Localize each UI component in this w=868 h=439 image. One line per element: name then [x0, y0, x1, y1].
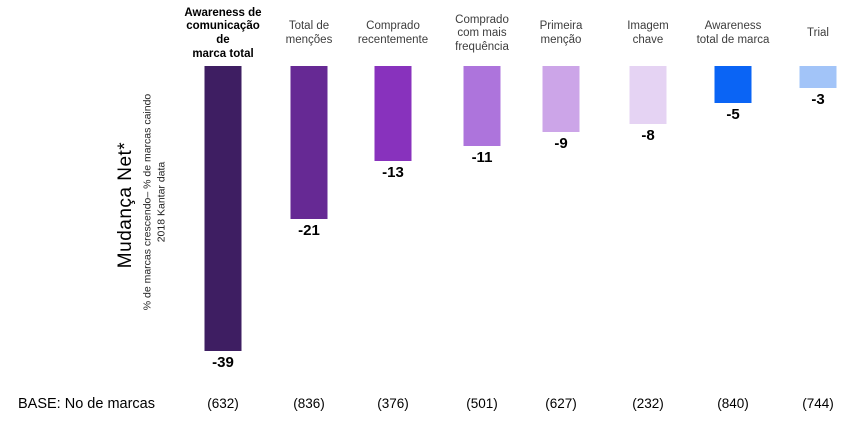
base-value: (232) — [632, 396, 664, 411]
value-label: -13 — [382, 164, 404, 181]
base-value: (376) — [377, 396, 409, 411]
bar — [290, 66, 328, 219]
value-label: -11 — [471, 149, 493, 166]
value-label: -8 — [641, 127, 655, 144]
value-label: -39 — [212, 354, 234, 371]
base-row-label: BASE: No de marcas — [18, 396, 155, 412]
value-label: -3 — [811, 91, 825, 108]
base-value: (627) — [545, 396, 577, 411]
base-value: (836) — [293, 396, 325, 411]
bar — [629, 66, 667, 124]
bar-column: Awareness total de marca -5 (840) — [690, 0, 776, 439]
category-label: Awareness de comunicação de marca total — [184, 6, 262, 60]
bar — [463, 66, 501, 146]
category-label: Awareness total de marca — [696, 20, 770, 46]
bar-column: Comprado com mais frequência -11 (501) — [439, 0, 525, 439]
base-value: (501) — [466, 396, 498, 411]
bar-column: Primeira menção -9 (627) — [518, 0, 604, 439]
bar-column: Awareness de comunicação de marca total -… — [180, 0, 266, 439]
bar-column: Total de menções -21 (836) — [266, 0, 352, 439]
bar-column: Imagem chave -8 (232) — [605, 0, 691, 439]
bar — [374, 66, 412, 161]
category-label: Comprado com mais frequência — [455, 13, 509, 53]
bar-column: Trial -3 (744) — [775, 0, 861, 439]
base-value: (632) — [207, 396, 239, 411]
bar — [542, 66, 580, 132]
category-label: Imagem chave — [627, 20, 669, 46]
base-value: (840) — [717, 396, 749, 411]
category-label: Trial — [807, 27, 829, 40]
value-label: -9 — [554, 135, 568, 152]
bar — [799, 66, 837, 88]
bar-column: Comprado recentemente -13 (376) — [350, 0, 436, 439]
value-label: -5 — [726, 106, 740, 123]
value-label: -21 — [298, 222, 320, 239]
bar — [204, 66, 242, 351]
bar — [714, 66, 752, 103]
base-value: (744) — [802, 396, 834, 411]
category-label: Comprado recentemente — [357, 20, 429, 46]
category-label: Total de menções — [285, 20, 333, 46]
category-label: Primeira menção — [539, 20, 583, 46]
